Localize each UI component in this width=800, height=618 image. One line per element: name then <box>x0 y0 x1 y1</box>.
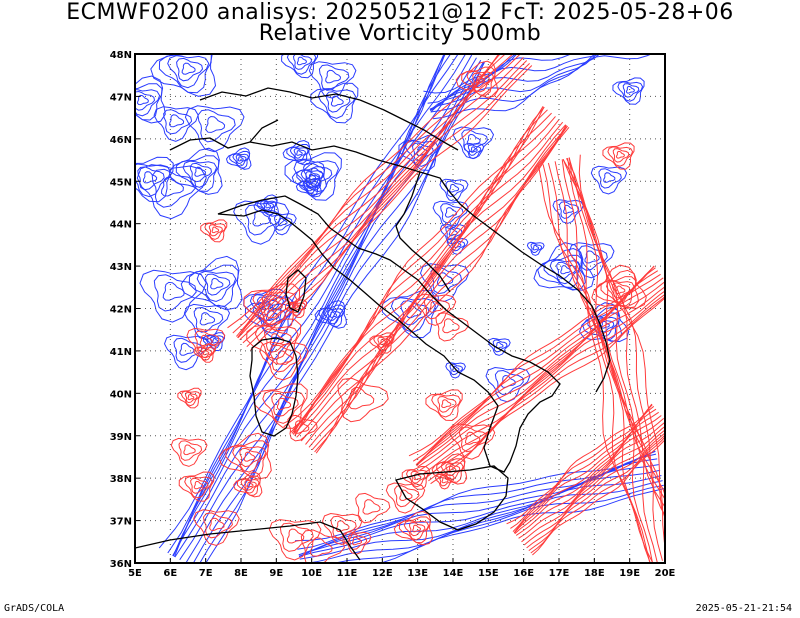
lon-tick-label: 20E <box>655 568 676 579</box>
lat-tick-label: 42N <box>110 305 132 316</box>
lat-tick-label: 39N <box>110 432 132 443</box>
map-title: ECMWF0200 analisys: 20250521@12 FcT: 202… <box>66 0 734 25</box>
negative-vorticity-contours <box>135 54 665 563</box>
lon-tick-label: 10E <box>301 568 322 579</box>
longitude-ticks: 5E 6E 7E 8E 9E 10E 11E 12E 13E 14E 15E 16E 17E 18E 19E… <box>128 558 676 579</box>
lon-tick-label: 15E <box>478 568 499 579</box>
lat-tick-label: 46N <box>110 135 132 146</box>
lat-tick-label: 45N <box>110 177 132 188</box>
lat-tick-label: 40N <box>110 389 132 400</box>
lat-tick-label: 37N <box>110 517 132 528</box>
lon-tick-label: 8E <box>234 568 248 579</box>
lat-tick-label: 36N <box>110 559 132 570</box>
contour-field <box>135 54 665 563</box>
lon-tick-label: 6E <box>163 568 177 579</box>
lon-tick-label: 11E <box>337 568 358 579</box>
software-credit: GrADS/COLA <box>4 603 65 614</box>
lat-tick-label: 43N <box>110 262 132 273</box>
lon-tick-label: 7E <box>199 568 213 579</box>
latitude-ticks: 36N 37N 38N 39N 40N 41N 42N 43N 44N 45N 46N 47N 48N <box>110 50 140 570</box>
timestamp: 2025-05-21-21:54 <box>695 603 792 614</box>
lon-tick-label: 9E <box>269 568 283 579</box>
coastlines-borders <box>135 87 611 561</box>
lon-tick-label: 14E <box>443 568 464 579</box>
graticule <box>135 54 665 563</box>
lat-tick-label: 41N <box>110 347 132 358</box>
lat-tick-label: 48N <box>110 50 132 61</box>
lat-tick-label: 38N <box>110 474 132 485</box>
lon-tick-label: 18E <box>584 568 605 579</box>
map-subtitle: Relative Vorticity 500mb <box>258 21 542 46</box>
lon-tick-label: 16E <box>513 568 534 579</box>
lon-tick-label: 12E <box>372 568 393 579</box>
lat-tick-label: 44N <box>110 220 132 231</box>
lon-tick-label: 13E <box>407 568 428 579</box>
lat-tick-label: 47N <box>110 92 132 103</box>
lon-tick-label: 19E <box>619 568 640 579</box>
lon-tick-label: 5E <box>128 568 142 579</box>
positive-vorticity-contours <box>170 54 665 563</box>
lon-tick-label: 17E <box>549 568 570 579</box>
